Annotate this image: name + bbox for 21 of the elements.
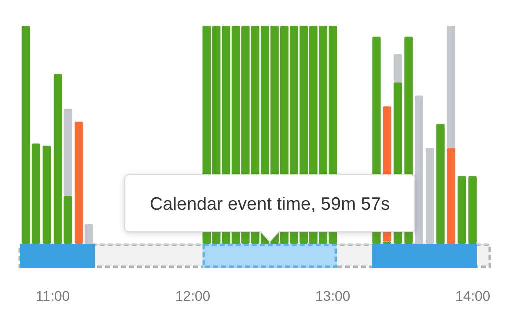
bar: [74, 122, 84, 244]
annotation: Calendar event time, 59m 57s: [150, 194, 390, 214]
bar: [42, 146, 52, 244]
bar: [84, 224, 94, 244]
bar: [447, 26, 456, 148]
x-tick-label: 12:00: [176, 288, 211, 304]
x-tick-label: 13:00: [316, 288, 351, 304]
x-tick-label: 11:00: [36, 288, 70, 304]
bar: [426, 148, 434, 244]
bar: [394, 54, 402, 83]
bar: [415, 96, 424, 244]
bar: [468, 176, 477, 244]
bar: [54, 74, 62, 244]
bar: [64, 108, 72, 196]
bar: [447, 148, 456, 244]
bar: [458, 176, 466, 244]
bar: [64, 196, 72, 244]
bar: [22, 26, 30, 244]
bar: [32, 144, 40, 244]
bar: [436, 124, 445, 244]
x-tick-label: 14:00: [456, 288, 491, 304]
